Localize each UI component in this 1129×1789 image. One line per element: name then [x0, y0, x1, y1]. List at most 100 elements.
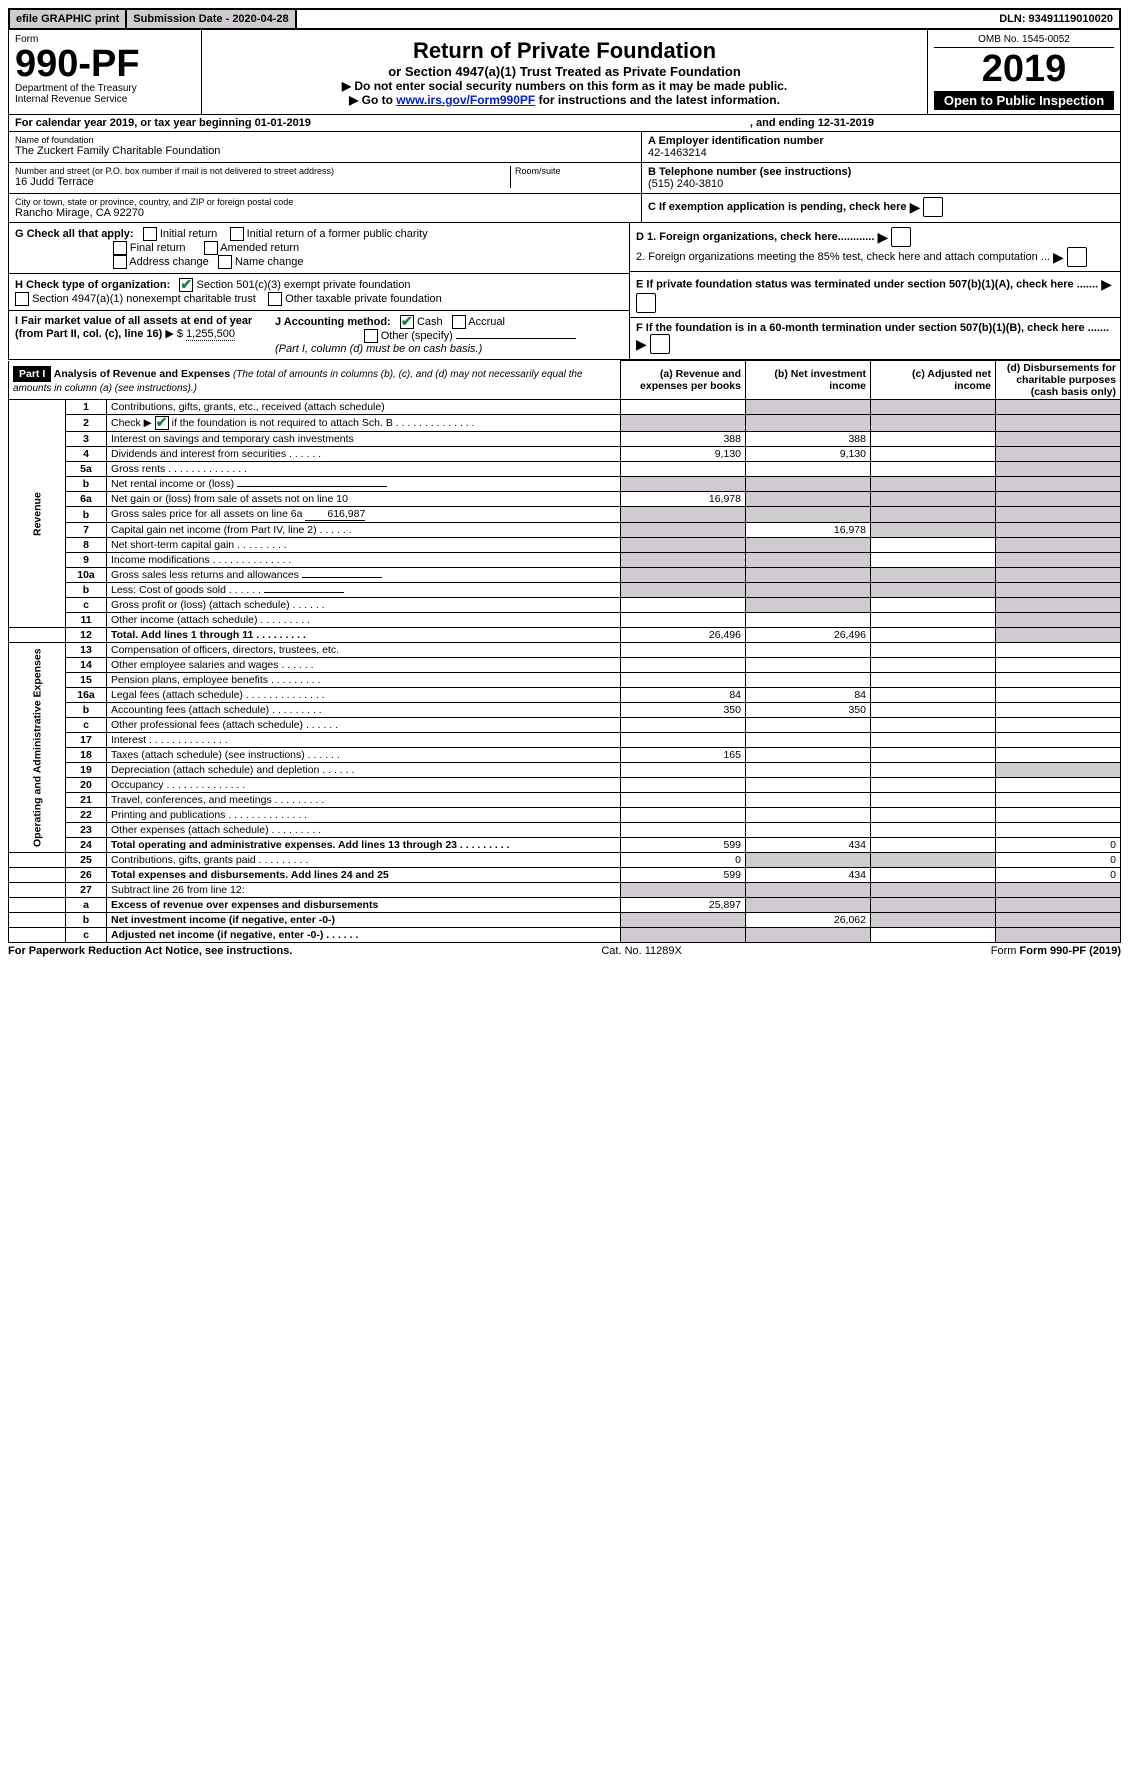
row-desc: Adjusted net income (if negative, enter …	[107, 928, 621, 943]
g-final-check[interactable]	[113, 241, 127, 255]
row-num: 24	[66, 838, 107, 853]
goto-suffix: for instructions and the latest informat…	[539, 93, 780, 107]
j-cash-check[interactable]	[400, 315, 414, 329]
row-num: b	[66, 507, 107, 523]
row-desc: Compensation of officers, directors, tru…	[107, 643, 621, 658]
city-label: City or town, state or province, country…	[15, 197, 635, 207]
row-desc: Depreciation (attach schedule) and deple…	[107, 763, 621, 778]
e-check[interactable]	[636, 293, 656, 313]
foundation-name: The Zuckert Family Charitable Foundation	[15, 145, 635, 157]
h-501c3-label: Section 501(c)(3) exempt private foundat…	[196, 279, 410, 291]
row-desc: Total expenses and disbursements. Add li…	[107, 868, 621, 883]
row-num: b	[66, 583, 107, 598]
expense-section-label: Operating and Administrative Expenses	[9, 643, 66, 853]
h-other-label: Other taxable private foundation	[285, 293, 442, 305]
efile-print-button[interactable]: efile GRAPHIC print	[10, 10, 127, 28]
phone-label: B Telephone number (see instructions)	[648, 166, 1114, 178]
row-desc: Gross rents	[107, 462, 621, 477]
cell-val: 25,897	[621, 898, 746, 913]
row-desc: Total operating and administrative expen…	[107, 838, 621, 853]
cell-val: 26,062	[746, 913, 871, 928]
row-num: 16a	[66, 688, 107, 703]
j-accrual-check[interactable]	[452, 315, 466, 329]
d1-check[interactable]	[891, 227, 911, 247]
row-num: b	[66, 477, 107, 492]
row-desc: Occupancy	[107, 778, 621, 793]
form-note-1: ▶ Do not enter social security numbers o…	[208, 79, 921, 93]
row-num: 2	[66, 415, 107, 432]
g-final-label: Final return	[130, 242, 186, 254]
addr-label: Number and street (or P.O. box number if…	[15, 166, 510, 176]
col-a-header: (a) Revenue and expenses per books	[621, 361, 746, 400]
j-note: (Part I, column (d) must be on cash basi…	[275, 343, 482, 355]
form-note-2: ▶ Go to www.irs.gov/Form990PF for instru…	[208, 93, 921, 107]
cal-ending-label: , and ending	[750, 117, 818, 129]
g-name-check[interactable]	[218, 255, 232, 269]
row-desc: Gross sales price for all assets on line…	[107, 507, 621, 523]
cell-val: 616,987	[305, 508, 365, 521]
cell-val: 434	[746, 838, 871, 853]
identity-table: Name of foundation The Zuckert Family Ch…	[8, 132, 1121, 223]
row-desc: Subtract line 26 from line 12:	[107, 883, 621, 898]
j-label: J Accounting method:	[275, 316, 391, 328]
row-desc: Taxes (attach schedule) (see instruction…	[107, 748, 621, 763]
cal-begin: For calendar year 2019, or tax year begi…	[15, 117, 750, 129]
i-value: 1,255,500	[186, 328, 235, 341]
cell-val: 26,496	[621, 628, 746, 643]
row-num: 17	[66, 733, 107, 748]
dept-line2: Internal Revenue Service	[15, 94, 195, 105]
row-desc: Contributions, gifts, grants paid	[107, 853, 621, 868]
cell-val: 9,130	[746, 447, 871, 462]
g-address-check[interactable]	[113, 255, 127, 269]
g-initial-check[interactable]	[143, 227, 157, 241]
col-c-header: (c) Adjusted net income	[871, 361, 996, 400]
pending-checkbox[interactable]	[923, 197, 943, 217]
cell-val: 26,496	[746, 628, 871, 643]
h-other-check[interactable]	[268, 292, 282, 306]
g-address-label: Address change	[129, 256, 209, 268]
footer-left: For Paperwork Reduction Act Notice, see …	[8, 945, 292, 957]
h-4947-label: Section 4947(a)(1) nonexempt charitable …	[32, 293, 256, 305]
g-name-label: Name change	[235, 256, 304, 268]
footer-mid: Cat. No. 11289X	[601, 945, 682, 957]
j-other-check[interactable]	[364, 329, 378, 343]
row-desc: Gross sales less returns and allowances	[107, 568, 621, 583]
row-desc: Net short-term capital gain	[107, 538, 621, 553]
d2-check[interactable]	[1067, 247, 1087, 267]
row-num: 7	[66, 523, 107, 538]
g-label: G Check all that apply:	[15, 228, 134, 240]
row-num: 20	[66, 778, 107, 793]
h-501c3-check[interactable]	[179, 278, 193, 292]
checks-area: G Check all that apply: Initial return I…	[8, 223, 1121, 360]
d2-label: 2. Foreign organizations meeting the 85%…	[636, 251, 1050, 263]
row-desc: Accounting fees (attach schedule)	[107, 703, 621, 718]
row-desc: Other employee salaries and wages	[107, 658, 621, 673]
row-num: c	[66, 598, 107, 613]
cell-val: 434	[746, 868, 871, 883]
row-num: 3	[66, 432, 107, 447]
g-initial-former-check[interactable]	[230, 227, 244, 241]
row-desc: Contributions, gifts, grants, etc., rece…	[107, 400, 621, 415]
pending-label: C If exemption application is pending, c…	[648, 201, 907, 213]
form-subtitle: or Section 4947(a)(1) Trust Treated as P…	[208, 64, 921, 79]
row-desc: Travel, conferences, and meetings	[107, 793, 621, 808]
sch-b-check[interactable]	[155, 416, 169, 430]
cell-val: 350	[746, 703, 871, 718]
g-amended-check[interactable]	[204, 241, 218, 255]
h-label: H Check type of organization:	[15, 279, 170, 291]
row-num: 22	[66, 808, 107, 823]
col-d-header: (d) Disbursements for charitable purpose…	[996, 361, 1121, 400]
cell-val: 84	[621, 688, 746, 703]
j-cash-label: Cash	[417, 316, 443, 328]
h-4947-check[interactable]	[15, 292, 29, 306]
f-label: F If the foundation is in a 60-month ter…	[636, 322, 1109, 334]
row-desc: Other professional fees (attach schedule…	[107, 718, 621, 733]
row-desc: Other income (attach schedule)	[107, 613, 621, 628]
phone-value: (515) 240-3810	[648, 178, 1114, 190]
row-num: 26	[66, 868, 107, 883]
form-link[interactable]: www.irs.gov/Form990PF	[396, 93, 535, 107]
row-num: 5a	[66, 462, 107, 477]
f-check[interactable]	[650, 334, 670, 354]
form-title: Return of Private Foundation	[208, 38, 921, 64]
row-desc: Net rental income or (loss)	[107, 477, 621, 492]
